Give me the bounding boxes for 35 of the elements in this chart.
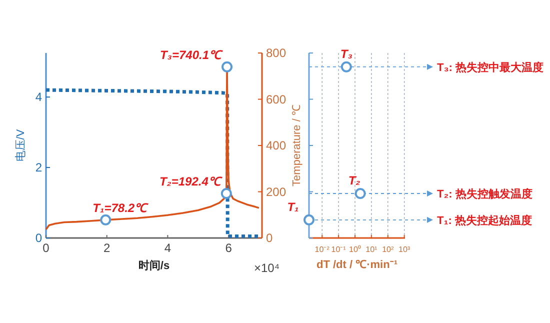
text: ×10⁴ [254, 261, 280, 275]
annotation: T₃ [340, 46, 353, 61]
y-axis-title: 电压/V [14, 128, 27, 162]
x-axis-title: dT /dt / ℃·min⁻¹ [316, 259, 398, 271]
point [220, 188, 232, 199]
y-tick-label: 0 [35, 231, 42, 245]
ref-line-label: T₂: 热失控触发温度 [437, 188, 532, 201]
x-tick-label: 10³ [398, 245, 410, 254]
annotation: T₁=78.2℃ [92, 200, 150, 215]
y2-tick-label: 0 [266, 231, 273, 245]
x-tick-label: 10⁻¹ [331, 245, 346, 254]
point [100, 214, 112, 226]
ref-line-label: T₃: 热失控中最大温度 [437, 60, 544, 74]
y2-axis-title: Temperature / ℃ [291, 104, 303, 186]
y2-tick-label: 400 [266, 138, 286, 152]
x-tick-label: 10² [382, 245, 394, 254]
x-tick-label: 10⁰ [349, 245, 361, 254]
line-series [44, 88, 261, 238]
point [222, 61, 233, 72]
annotation: T₂=192.4℃ [159, 174, 224, 189]
x-tick-label: 10⁻² [314, 245, 330, 254]
x-axis-title: 时间/s [138, 259, 170, 272]
x-tick-label: 10¹ [366, 245, 378, 254]
y-tick-label: 2 [35, 160, 42, 175]
y2-tick-label: 600 [266, 92, 286, 106]
annotation: T₃=740.1℃ [160, 48, 224, 62]
x-tick-label: 4 [164, 241, 172, 255]
y-tick-label: 4 [35, 90, 42, 104]
annotation: T₂ [348, 174, 361, 188]
ref-line-label: T₁: 热失控起始温度 [437, 214, 532, 227]
y2-tick-label: 200 [266, 184, 286, 199]
x-tick-label: 6 [225, 241, 232, 255]
y2-tick-label: 800 [266, 46, 286, 60]
annotation: T₁ [287, 200, 299, 214]
x-tick-label: 2 [104, 241, 110, 255]
